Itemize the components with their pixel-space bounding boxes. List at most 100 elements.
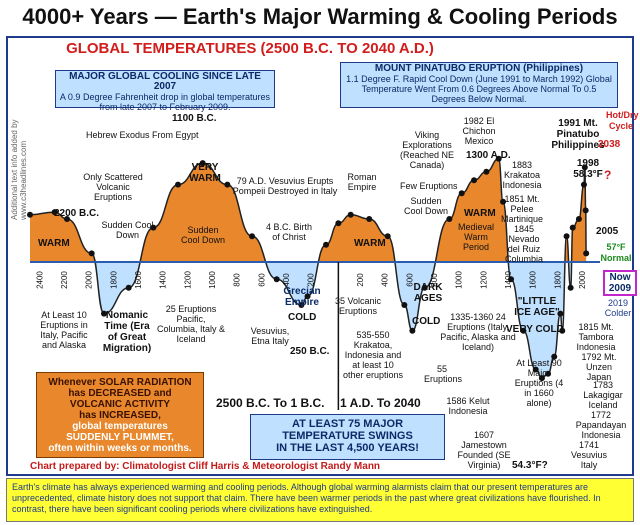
data-point--2000 [88,250,95,257]
y2005-label: 2005 [596,226,619,237]
solar-box: Whenever SOLAR RADIATION has DECREASED a… [36,372,204,458]
few-eruptions: Few Eruptions [400,181,458,191]
data-point-1600 [532,366,539,373]
roman-label: Roman Empire [347,172,377,192]
solar-line-5: global temperatures [72,421,168,432]
vesuvius79-label: 79 A.D. Vesuvius Erupts Pompeii Destroye… [232,176,338,196]
exodus-label: Hebrew Exodus From Egypt [86,130,199,140]
e35-label: 35 Volcanic Eruptions [334,296,382,316]
data-point-1800 [557,310,564,317]
tick-bc-7: 1000 [208,271,217,289]
ad1300-label: 1300 A.D. [466,150,511,161]
solar-line-7: often within weeks or months. [48,443,192,454]
data-point--250 [304,293,311,300]
solar-line-3: VOLCANIC ACTIVITY [69,399,171,410]
tick-ad-1: 400 [381,273,390,287]
cold-label-2: COLD [412,316,441,327]
warm-label-1: WARM [38,238,70,249]
data-point-100 [347,211,354,218]
data-point-1815 [559,327,566,334]
bc250-label: 250 B.C. [290,346,330,357]
tick-ad-8: 1800 [553,271,562,289]
tick-bc-0: 2400 [35,271,44,289]
tick-ad-9: 2000 [578,271,587,289]
sudden-cool-2: Sudden Cool Down [180,225,226,245]
data-point-1500 [520,327,527,334]
cooling-box: MAJOR GLOBAL COOLING SINCE LATE 2007 A 0… [55,70,275,112]
now-label: Now 2009 [603,270,637,296]
normal-label: 57°F Normal [600,242,632,263]
pinatubo-box-title: MOUNT PINATUBO ERUPTION (Philippines) [374,63,584,74]
data-point-0 [335,220,342,227]
chart-credit: Chart prepared by: Climatologist Cliff H… [30,461,381,472]
data-point-1950 [575,216,582,222]
era-bc: 2500 B.C. To 1 B.C. [216,396,325,410]
sudden-cool-3: Sudden Cool Down [403,196,449,216]
data-point-900 [446,216,453,222]
data-point--300 [298,302,305,308]
tick-bc-1: 2200 [60,271,69,289]
sudden-cool-1: Sudden Cool Down [101,220,154,240]
data-point--1900 [101,310,108,317]
data-point--500 [273,276,280,283]
data-point-1650 [538,375,545,382]
data-point-1850 [563,233,570,240]
tick-ad-2: 600 [405,273,414,287]
tick-bc-6: 1200 [183,271,192,289]
papandayan-label: 1772 Papandayan Indonesia [575,410,627,440]
scattered-label: Only Scattered Volcanic Eruptions [83,172,143,202]
data-point-1400 [508,276,515,283]
data-point-1900 [569,224,576,231]
tick-bc-5: 1400 [159,271,168,289]
warm-area [30,158,587,262]
e535-label: 535-550 Krakatoa, Indonesia and at least… [342,330,404,380]
year-2038: 2038 [598,139,621,150]
peak-1100bc: 1100 B.C. [172,113,217,124]
data-point--1300 [175,181,182,188]
data-point-1000 [458,190,465,197]
data-point--1500 [150,224,157,231]
vesuvius1741-label: 1741 Vesuvius Italy [570,440,608,470]
very-warm-label: VERY WARM [189,162,221,184]
y1998-label: 1998 58.3°F [573,158,603,180]
elchichon-label: 1982 El Chichon Mexico [462,116,496,146]
tick-bc-11: 200 [307,273,316,287]
data-point-2005 [582,207,589,214]
tambora-label: 1815 Mt. Tambora Indonesia [576,322,616,352]
tick-ad-7: 1600 [529,271,538,289]
solar-line-2: has DECREASED and [68,388,172,399]
pinatubo-label: 1991 Mt. Pinatubo Philippines [551,118,605,151]
data-point-400 [384,233,391,240]
data-point--900 [224,181,231,188]
data-point--1100 [199,160,206,167]
y2019-label: 2019 Colder [604,298,632,318]
bc2200-label: 2200 B.C. [54,208,100,219]
solar-line-4: has INCREASED, [79,410,161,421]
data-point-1100 [471,177,478,184]
tick-ad-5: 1200 [479,271,488,289]
page-title: 4000+ Years — Earth's Major Warming & Co… [22,4,618,29]
tick-bc-8: 800 [233,273,242,287]
data-point-1998 [581,164,588,171]
swing-line-3: IN THE LAST 4,500 YEARS! [276,442,419,454]
nevado-label: 1845 Nevado del Ruiz Columbia [504,224,544,264]
f543-label: 54.3°F? [512,460,548,471]
viking-label: Viking Explorations (Reached NE Canada) [399,130,455,170]
tick-bc-2: 2000 [85,271,94,289]
tick-ad-6: 1400 [504,271,513,289]
chart-frame [6,36,634,476]
krakatoa-label: 1883 Krakatoa Indonesia [502,160,542,190]
data-point--2500 [27,211,33,218]
unzen-label: 1792 Mt. Unzen Japan [581,352,617,382]
data-point-1883 [567,284,574,291]
e1335-label: 1335-1360 24 Eruptions (Italy, Pacific, … [440,312,516,352]
data-point-600 [409,327,416,334]
data-point-1335 [500,198,507,205]
jamestown-label: 1607 Jamestown Founded (SE Virginia) [457,430,511,470]
data-point-700 [421,284,428,291]
tick-bc-9: 600 [257,273,266,287]
laki-label: 1783 Lakagigar Iceland [583,380,623,410]
e25-label: 25 Eruptions Pacific, Columbia, Italy & … [156,304,226,344]
